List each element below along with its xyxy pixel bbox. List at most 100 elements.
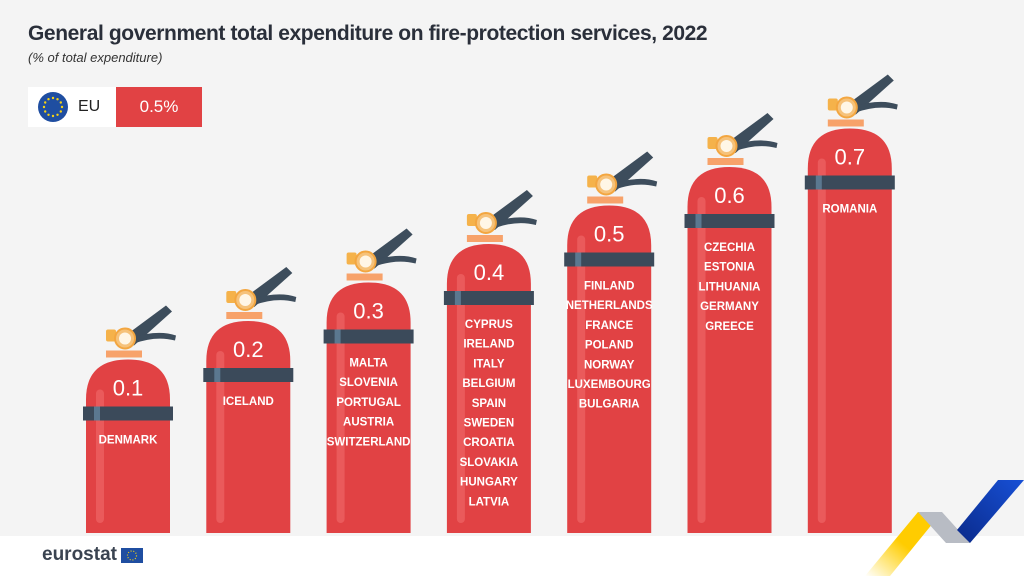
country-label: BELGIUM [462,378,515,390]
neck [226,312,263,319]
gauge-face [720,140,733,152]
country-label: CZECHIA [704,242,755,254]
country-label: SPAIN [472,398,506,410]
handle-grip [252,294,297,305]
body-highlight [697,197,706,523]
country-label: POLAND [585,340,634,352]
extinguisher-body [446,244,531,533]
band [203,368,294,382]
eu-label: EU [78,98,101,115]
neck [346,273,383,281]
country-label: PORTUGAL [336,397,401,409]
country-label: CYPRUS [465,319,513,331]
extinguisher: 0.1 DENMARK [83,305,176,533]
country-label: ITALY [473,358,505,370]
band-highlight [214,368,221,382]
country-label: SWITZERLAND [327,436,411,448]
gauge-face [239,294,252,306]
body-highlight [336,312,345,523]
country-label: FRANCE [585,320,633,332]
value-label: 0.4 [474,260,505,285]
handle-grip [613,178,658,190]
valve [106,329,116,342]
country-label: ICELAND [223,396,274,408]
neck [106,350,142,358]
band [564,252,655,267]
band-highlight [454,291,461,305]
extinguisher-body [326,282,411,533]
extinguisher-body [86,359,170,533]
country-label: ESTONIA [704,262,755,274]
gauge-face [479,217,492,229]
extinguisher-body [687,167,772,533]
country-label: SWEDEN [464,418,514,430]
neck [827,119,864,127]
country-label: NORWAY [584,359,635,371]
value-label: 0.2 [233,337,264,362]
eu-flag-small-icon [120,547,143,563]
chart-title: General government total expenditure on … [28,22,708,45]
band [804,175,895,190]
body-highlight [216,351,225,523]
value-label: 0.3 [353,299,384,324]
country-label: LITHUANIA [699,281,761,293]
country-label: GERMANY [700,301,759,313]
footer [0,536,1024,576]
gauge-face [600,178,613,191]
country-label: ROMANIA [822,204,877,216]
body-highlight [456,274,465,523]
handle-grip [492,217,537,228]
handle-grip [853,101,898,113]
country-label: CROATIA [463,437,515,449]
valve [587,175,598,188]
band [83,406,173,421]
eu-reference-box: EU 0.5% [28,87,202,127]
eurostat-logo: eurostat [42,544,143,566]
neck [466,235,503,242]
country-label: MALTA [349,358,388,370]
decorative-ribbon [865,480,1024,576]
value-label: 0.7 [835,145,866,170]
eu-flag-icon [38,92,68,122]
valve [226,291,237,303]
valve [466,214,477,226]
country-label: SLOVAKIA [460,457,519,469]
band-highlight [815,175,822,190]
value-label: 0.6 [714,183,745,208]
chart-subtitle: (% of total expenditure) [28,50,163,65]
country-label: BULGARIA [579,399,640,411]
neck [707,158,744,165]
extinguisher: 0.7 ROMANIA [804,74,898,533]
country-label: LATVIA [469,496,510,508]
extinguisher: 0.5 FINLAND NETHERLANDS FRANCE POLAND NORWAY L… [564,151,658,533]
extinguisher-body [567,205,652,533]
band-highlight [94,406,100,421]
country-label: HUNGARY [460,477,518,489]
handle-grip [733,140,778,151]
gauge-face [840,101,853,114]
extinguisher: 0.6 CZECHIA ESTONIA LITHUANIA GERMANY GREECE [684,113,778,533]
extinguisher-body [807,128,892,533]
gauge-face [359,255,372,268]
country-label: SLOVENIA [339,377,398,389]
country-label: AUSTRIA [343,417,394,429]
country-label: LUXEMBOURG [568,379,651,391]
country-label: IRELAND [463,339,514,351]
value-label: 0.5 [594,222,625,247]
country-label: NETHERLANDS [566,300,653,312]
country-label: FINLAND [584,281,634,293]
band [684,214,775,228]
extinguisher: 0.2 ICELAND [203,267,297,533]
country-label: GREECE [705,321,754,333]
logo-text: eurostat [42,544,117,565]
value-label: 0.1 [113,376,144,401]
body-highlight [817,158,826,523]
extinguisher: 0.4 CYPRUS IRELAND ITALY BELGIUM SPAIN SWEDEN C… [443,190,537,533]
band [443,291,534,305]
eu-value: 0.5% [116,87,202,127]
band-highlight [575,252,582,267]
handle-grip [132,332,176,344]
body-highlight [577,235,586,523]
extinguisher: 0.3 MALTA SLOVENIA PORTUGAL AUSTRIA SWITZERLA… [323,228,417,533]
